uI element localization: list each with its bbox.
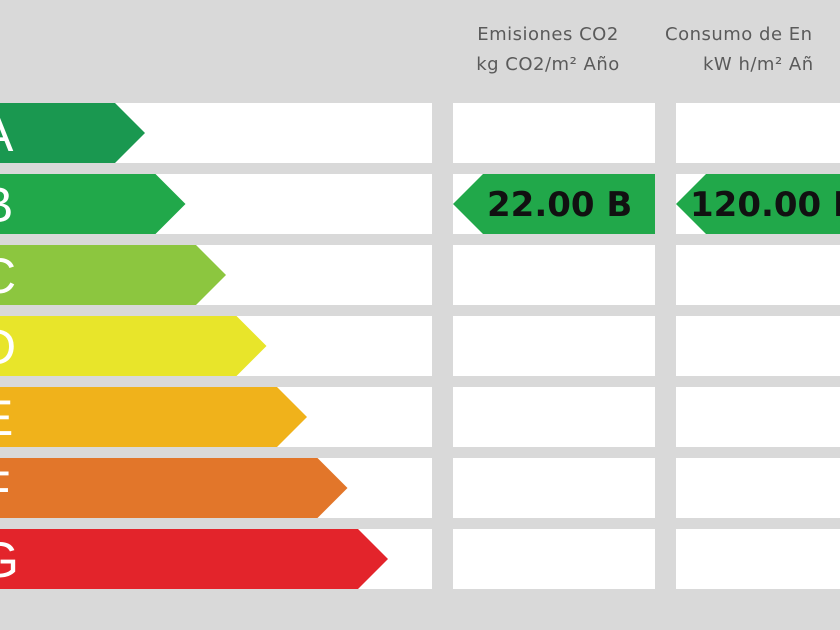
co2-rating-indicator: 22.00 B <box>453 174 840 234</box>
co2-header-title: Emisiones CO2 <box>477 24 619 45</box>
rating-row-cell <box>676 316 840 376</box>
class-arrow-a <box>0 103 145 163</box>
energy-rating-indicator-arrow-shape <box>676 174 840 234</box>
rating-row-cell <box>453 103 655 163</box>
co2-emissions-header: Emisiones CO2 kg CO2/m² Año <box>448 20 648 80</box>
co2-rating-indicator-arrow <box>453 174 655 234</box>
co2-header-unit: kg CO2/m² Año <box>476 54 620 75</box>
class-bar-g: G <box>0 529 388 589</box>
rating-row-cell <box>676 245 840 305</box>
energy-rating-indicator: 120.00 B <box>676 174 840 234</box>
rating-row-cell <box>453 458 655 518</box>
class-arrow-shape <box>0 245 226 305</box>
class-bar-c: C <box>0 245 226 305</box>
class-arrow-d <box>0 316 267 376</box>
co2-rating-indicator-arrow-shape <box>453 174 655 234</box>
rating-row-cell <box>453 529 655 589</box>
energy-rating-indicator-arrow <box>676 174 840 234</box>
class-arrow-shape <box>0 458 348 518</box>
class-bar-d: D <box>0 316 267 376</box>
class-arrow-e <box>0 387 307 447</box>
class-arrow-shape <box>0 529 388 589</box>
energy-header-title: Consumo de En <box>665 24 813 45</box>
class-bar-f: F <box>0 458 348 518</box>
class-letter: B <box>0 174 13 234</box>
class-arrow-c <box>0 245 226 305</box>
class-arrow-shape <box>0 174 186 234</box>
class-bar-a: A <box>0 103 145 163</box>
rating-row-cell <box>453 387 655 447</box>
class-bar-b: B <box>0 174 186 234</box>
class-letter: D <box>0 316 16 376</box>
rating-row-cell <box>676 458 840 518</box>
class-arrow-b <box>0 174 186 234</box>
class-letter: F <box>0 458 11 518</box>
class-arrow-g <box>0 529 388 589</box>
rating-row-cell <box>676 529 840 589</box>
rating-row-cell <box>453 245 655 305</box>
class-letter: E <box>0 387 13 447</box>
class-letter: G <box>0 529 19 589</box>
class-arrow-shape <box>0 387 307 447</box>
rating-row-cell <box>453 316 655 376</box>
class-arrow-shape <box>0 316 267 376</box>
class-arrow-shape <box>0 103 145 163</box>
class-letter: A <box>0 103 13 163</box>
rating-row-cell <box>676 387 840 447</box>
energy-consumption-header: Consumo de En kW h/m² Añ <box>665 20 840 80</box>
class-bar-e: E <box>0 387 307 447</box>
class-arrow-f <box>0 458 348 518</box>
class-letter: C <box>0 245 16 305</box>
energy-header-unit: kW h/m² Añ <box>703 54 814 75</box>
rating-row-cell <box>676 103 840 163</box>
energy-rating-indicator-value: 120.00 B <box>690 185 840 225</box>
co2-rating-indicator-value: 22.00 B <box>487 185 633 225</box>
